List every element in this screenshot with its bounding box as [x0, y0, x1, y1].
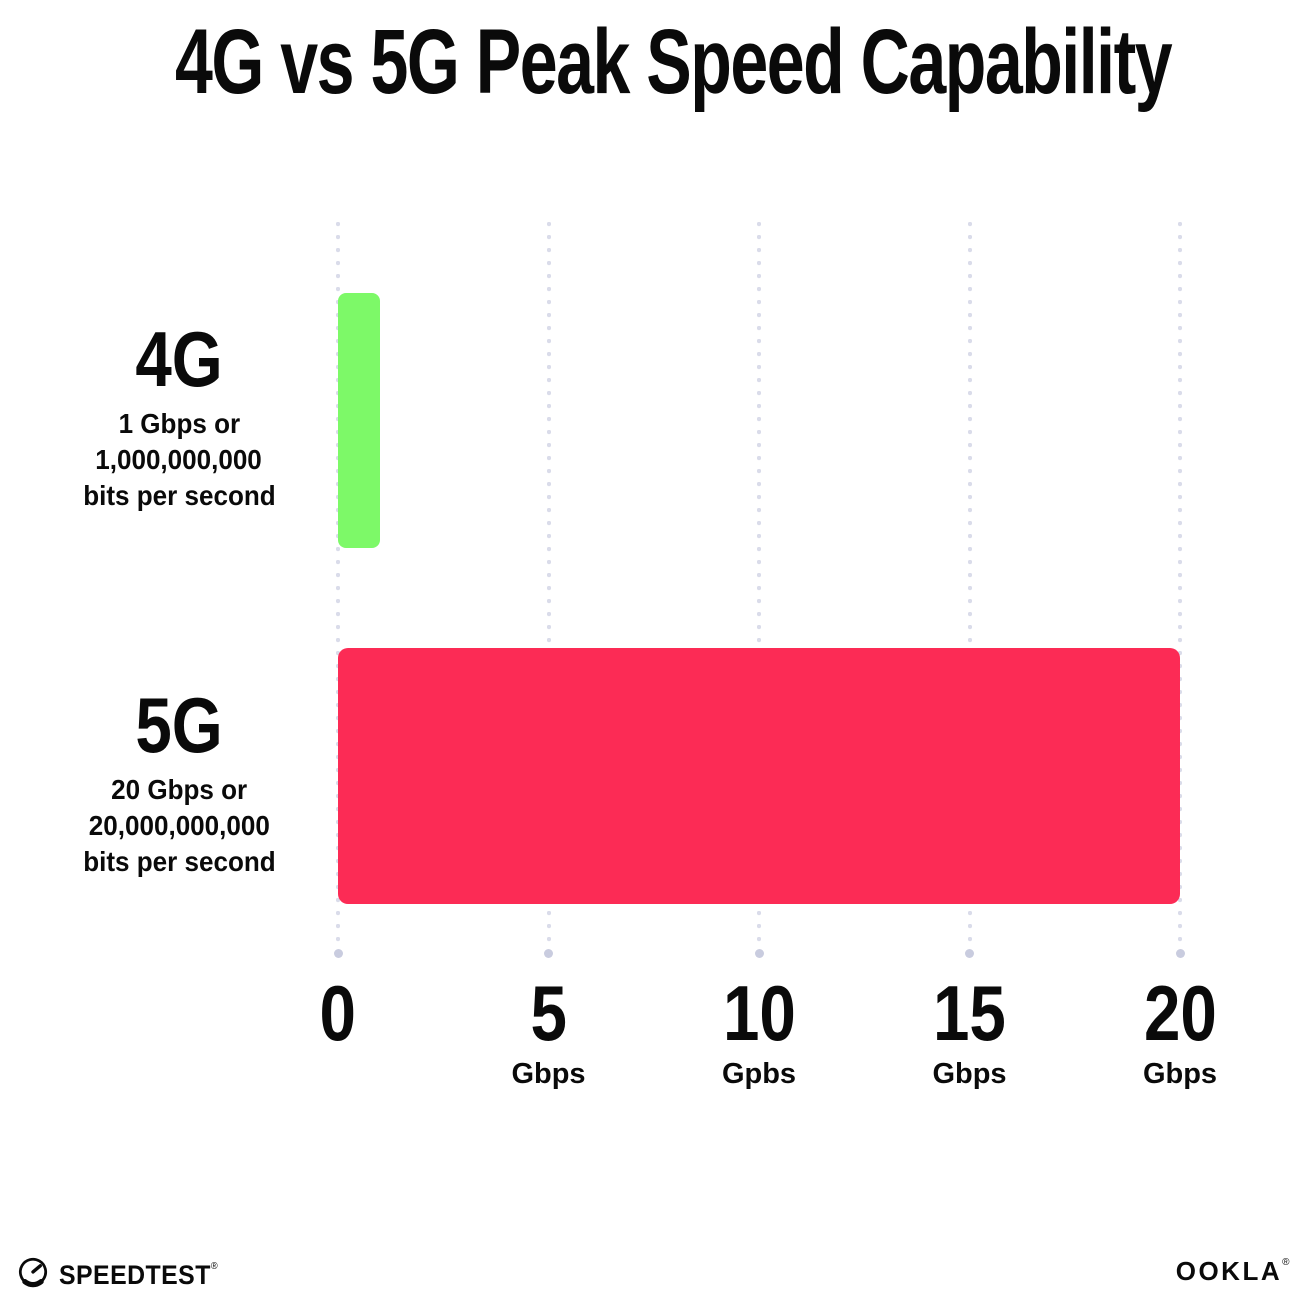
- chart-title-text: 4G vs 5G Peak Speed Capability: [175, 11, 1173, 113]
- speedtest-gauge-icon: [14, 1254, 52, 1297]
- x-tick-value: 5: [530, 969, 567, 1057]
- x-tick-unit: Gbps: [511, 1058, 586, 1090]
- speedtest-logo: SPEEDTEST®: [14, 1254, 232, 1297]
- category-sublabel-4g: 1 Gbps or 1,000,000,000 bits per second: [28, 406, 330, 514]
- x-tick-15: 15 Gbps: [850, 969, 1090, 1090]
- bar-4g: [338, 293, 381, 548]
- axis-tick-dot: [965, 949, 974, 958]
- x-tick-unit: Gbps: [932, 1058, 1007, 1090]
- sublabel-line: bits per second: [82, 480, 276, 511]
- registered-mark: ®: [1282, 1257, 1292, 1268]
- x-tick-5: 5 Gbps: [429, 969, 669, 1090]
- sublabel-line: 1 Gbps or: [118, 408, 240, 439]
- category-sublabel-5g: 20 Gbps or 20,000,000,000 bits per secon…: [28, 772, 330, 880]
- gridline: [546, 222, 551, 949]
- ookla-wordmark: OOKLA: [1175, 1256, 1283, 1286]
- registered-mark: ®: [210, 1261, 219, 1272]
- category-label-5g: 5G 20 Gbps or 20,000,000,000 bits per se…: [28, 686, 330, 880]
- chart-title: 4G vs 5G Peak Speed Capability: [0, 10, 1308, 115]
- x-tick-20: 20 Gbps: [1060, 969, 1300, 1090]
- x-tick-value: 0: [319, 969, 357, 1057]
- speedtest-wordmark: SPEEDTEST®: [59, 1260, 219, 1290]
- x-tick-unit: Gbps: [1142, 1058, 1218, 1090]
- bar-5g: [338, 648, 1180, 904]
- gridline: [967, 222, 972, 949]
- gridline: [1178, 222, 1182, 949]
- category-name-5g: 5G: [135, 681, 223, 769]
- sublabel-line: 20 Gbps or: [110, 774, 248, 805]
- sublabel-line: 1,000,000,000: [95, 444, 263, 475]
- x-tick-value: 20: [1143, 969, 1217, 1057]
- axis-tick-dot: [1175, 949, 1185, 958]
- x-tick-10: 10 Gpbs: [639, 969, 879, 1090]
- x-tick-unit: Gpbs: [721, 1058, 797, 1090]
- x-tick-value: 15: [933, 969, 1006, 1057]
- x-tick-unit: [218, 1059, 458, 1089]
- sublabel-line: bits per second: [82, 846, 276, 877]
- gridline: [336, 222, 340, 949]
- x-tick-value: 10: [722, 969, 796, 1057]
- sublabel-line: 20,000,000,000: [88, 810, 270, 841]
- category-name-4g: 4G: [135, 315, 223, 403]
- axis-tick-dot: [333, 949, 343, 958]
- x-tick-0: 0: [218, 969, 458, 1089]
- ookla-logo: OOKLA®: [1176, 1256, 1292, 1287]
- gridline: [757, 222, 761, 949]
- plot-area: [333, 222, 1185, 958]
- category-label-4g: 4G 1 Gbps or 1,000,000,000 bits per seco…: [28, 320, 330, 514]
- axis-tick-dot: [754, 949, 764, 958]
- axis-tick-dot: [544, 949, 553, 958]
